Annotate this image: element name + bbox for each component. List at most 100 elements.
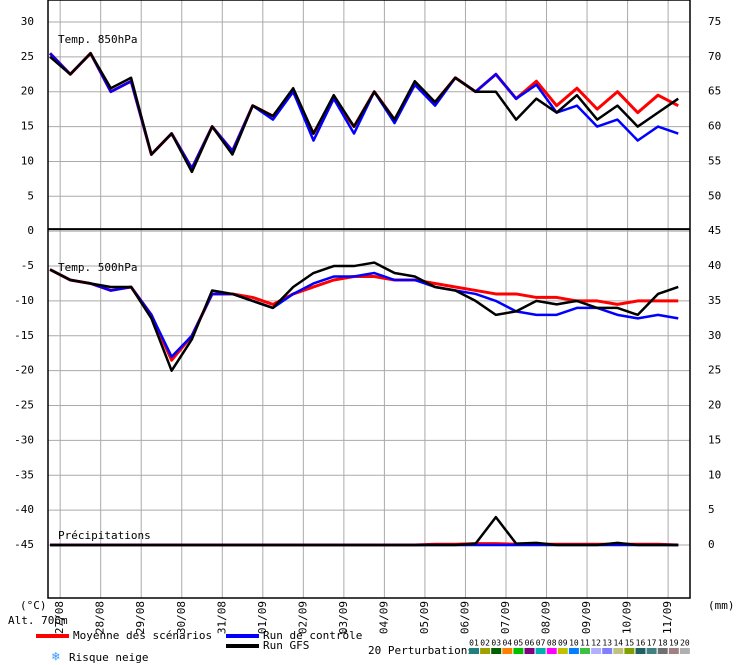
y-tick-label: -20	[14, 364, 34, 377]
legend-label: Moyenne des scénarios	[73, 629, 212, 642]
y-tick-label: -5	[21, 259, 34, 272]
y2-tick-label: 60	[708, 120, 721, 133]
y-tick-label: 15	[21, 120, 34, 133]
perturbation-swatch	[580, 648, 590, 654]
y-tick-label: 25	[21, 50, 34, 63]
x-tick-label: 03/09	[337, 601, 350, 634]
perturbation-swatch	[546, 648, 557, 654]
perturbation-number: 17	[647, 639, 657, 648]
perturbation-swatch	[480, 648, 491, 654]
legend-label: Run GFS	[263, 639, 309, 652]
x-tick-label: 30/08	[175, 601, 188, 634]
perturbation-number: 15	[625, 639, 635, 648]
perturbations-label: 20 Perturbations	[368, 644, 474, 657]
y-tick-label: -35	[14, 468, 34, 481]
y2-tick-label: 20	[708, 399, 721, 412]
y2-tick-label: 45	[708, 224, 721, 237]
perturbation-number: 10	[569, 639, 579, 648]
legend-label: Run de contrôle	[263, 629, 362, 642]
perturbation-number: 20	[680, 639, 690, 648]
y-tick-label: -30	[14, 433, 34, 446]
perturbation-number: 07	[536, 639, 546, 648]
y-tick-label: 30	[21, 15, 34, 28]
y2-tick-label: 50	[708, 189, 721, 202]
y2-unit-label: (mm)	[708, 599, 735, 612]
series-line	[49, 268, 679, 362]
perturbation-number: 19	[669, 639, 679, 648]
x-tick-label: 05/09	[418, 601, 431, 634]
perturbation-swatch	[624, 648, 635, 654]
perturbation-swatch	[502, 648, 513, 654]
y2-tick-label: 65	[708, 85, 721, 98]
series-line	[49, 268, 679, 358]
y-tick-label: 10	[21, 154, 34, 167]
perturbation-number: 11	[580, 639, 590, 648]
y2-tick-label: 15	[708, 433, 721, 446]
perturbation-number: 09	[558, 639, 568, 648]
y-tick-label: 20	[21, 85, 34, 98]
panel-label: Temp. 850hPa	[58, 33, 137, 46]
x-tick-label: 29/08	[134, 601, 147, 634]
series-line	[49, 52, 679, 174]
y-tick-label: -10	[14, 294, 34, 307]
y-tick-label: -15	[14, 329, 34, 342]
perturbation-number: 16	[636, 639, 646, 648]
altitude-label: Alt. 706m	[8, 614, 68, 627]
y2-tick-label: 70	[708, 50, 721, 63]
x-tick-label: 07/09	[499, 601, 512, 634]
perturbation-swatch	[491, 648, 502, 654]
perturbation-swatch	[646, 648, 657, 654]
perturbation-swatch	[613, 648, 624, 654]
x-tick-label: 06/09	[458, 601, 471, 634]
series-line	[50, 515, 679, 547]
x-tick-label: 09/09	[580, 601, 593, 634]
y-tick-label: -25	[14, 399, 34, 412]
perturbation-number: 14	[613, 639, 623, 648]
panel-label: Temp. 500hPa	[58, 261, 137, 274]
perturbation-number: 12	[591, 639, 601, 648]
y-tick-label: 0	[27, 224, 34, 237]
y2-tick-label: 35	[708, 294, 721, 307]
x-tick-label: 27/08	[53, 601, 66, 634]
x-tick-label: 11/09	[661, 601, 674, 634]
y2-tick-label: 40	[708, 259, 721, 272]
x-tick-label: 02/09	[296, 601, 309, 634]
perturbation-number: 13	[602, 639, 612, 648]
perturbation-swatch	[513, 648, 524, 654]
perturbation-swatch	[557, 648, 568, 654]
perturbation-swatch	[591, 648, 602, 654]
perturbation-swatch	[524, 648, 535, 654]
perturbation-swatch	[568, 648, 579, 654]
y2-tick-label: 25	[708, 364, 721, 377]
y2-tick-label: 0	[708, 538, 715, 551]
plot-frame	[47, 0, 691, 599]
perturbation-swatch	[679, 648, 690, 654]
perturbation-swatch	[668, 648, 679, 654]
x-tick-label: 08/09	[540, 601, 553, 634]
y-tick-label: -40	[14, 503, 34, 516]
perturbation-swatch	[535, 648, 546, 654]
x-tick-label: 28/08	[94, 601, 107, 634]
perturbation-number: 08	[547, 639, 557, 648]
y2-tick-label: 5	[708, 503, 715, 516]
perturbation-swatch	[657, 648, 668, 654]
y2-tick-label: 30	[708, 329, 721, 342]
perturbation-number: 01	[469, 639, 479, 648]
x-tick-label: 10/09	[621, 601, 634, 634]
snow-icon: ❄	[51, 650, 60, 665]
y-tick-label: 5	[27, 189, 34, 202]
snow-label: Risque neige	[69, 651, 148, 664]
y2-tick-label: 10	[708, 468, 721, 481]
x-tick-label: 04/09	[377, 601, 390, 634]
perturbation-number: 05	[514, 639, 524, 648]
y-tick-label: -45	[14, 538, 34, 551]
perturbation-number: 18	[658, 639, 668, 648]
perturbation-swatch	[602, 648, 613, 654]
perturbation-number: 04	[502, 639, 512, 648]
perturbation-number: 03	[491, 639, 501, 648]
perturbation-swatch	[635, 648, 646, 654]
y2-tick-label: 55	[708, 154, 721, 167]
perturbation-swatch	[469, 648, 479, 654]
series-line	[49, 261, 679, 372]
